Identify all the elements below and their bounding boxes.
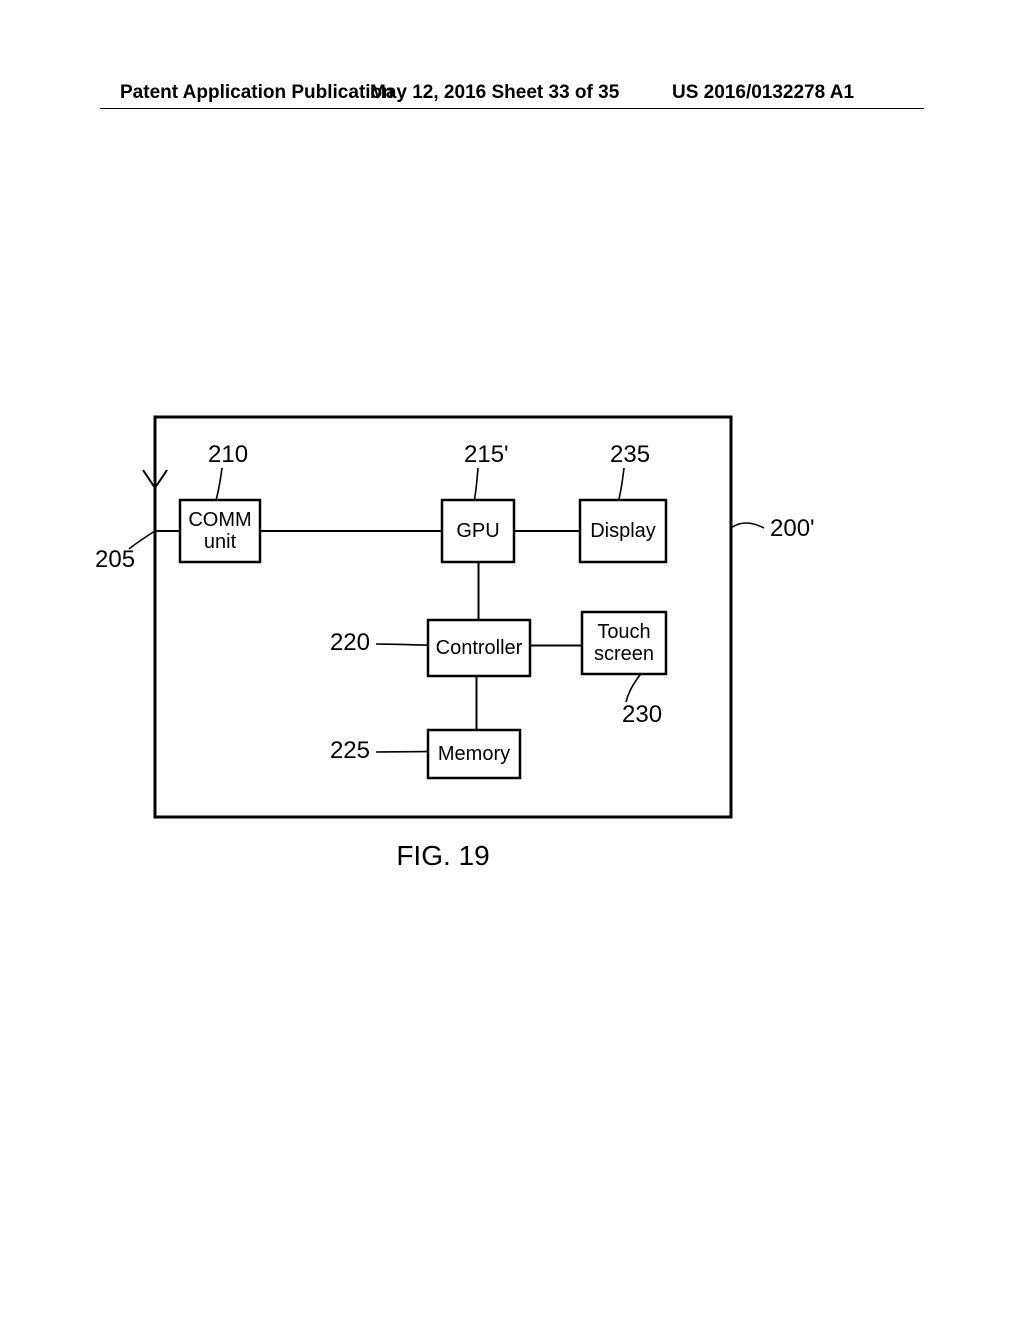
node-label-display-0: Display bbox=[590, 520, 656, 542]
ref-leader-gpu bbox=[474, 468, 478, 500]
node-label-comm-0: COMM bbox=[188, 509, 251, 531]
node-label-touch-1: screen bbox=[594, 643, 654, 665]
ref-display: 235 bbox=[610, 441, 650, 468]
ref-memory: 225 bbox=[330, 737, 370, 764]
page: Patent Application Publication May 12, 2… bbox=[0, 0, 1024, 1320]
ref-leader-comm bbox=[216, 468, 222, 500]
ref-leader-antenna bbox=[129, 531, 155, 549]
antenna-arm-left bbox=[143, 470, 155, 488]
ref-assembly: 200' bbox=[770, 515, 815, 542]
node-label-gpu-0: GPU bbox=[456, 520, 499, 542]
ref-leader-touch bbox=[626, 674, 641, 702]
figure-caption: FIG. 19 bbox=[396, 840, 489, 871]
node-label-touch-0: Touch bbox=[597, 621, 650, 643]
ref-comm: 210 bbox=[208, 441, 248, 468]
ref-leader-controller bbox=[376, 644, 428, 645]
node-label-memory-0: Memory bbox=[438, 743, 510, 765]
figure-svg: COMMunit 210 GPU 215' Display 235 Controller 22… bbox=[0, 0, 1024, 1320]
ref-touch: 230 bbox=[622, 701, 662, 728]
ref-controller: 220 bbox=[330, 629, 370, 656]
antenna-arm-right bbox=[155, 470, 167, 488]
ref-gpu: 215' bbox=[464, 441, 509, 468]
ref-leader-display bbox=[619, 468, 624, 500]
node-label-controller-0: Controller bbox=[436, 637, 523, 659]
ref-leader-assembly bbox=[731, 523, 764, 528]
node-label-comm-1: unit bbox=[204, 531, 237, 553]
ref-antenna: 205 bbox=[95, 546, 135, 573]
